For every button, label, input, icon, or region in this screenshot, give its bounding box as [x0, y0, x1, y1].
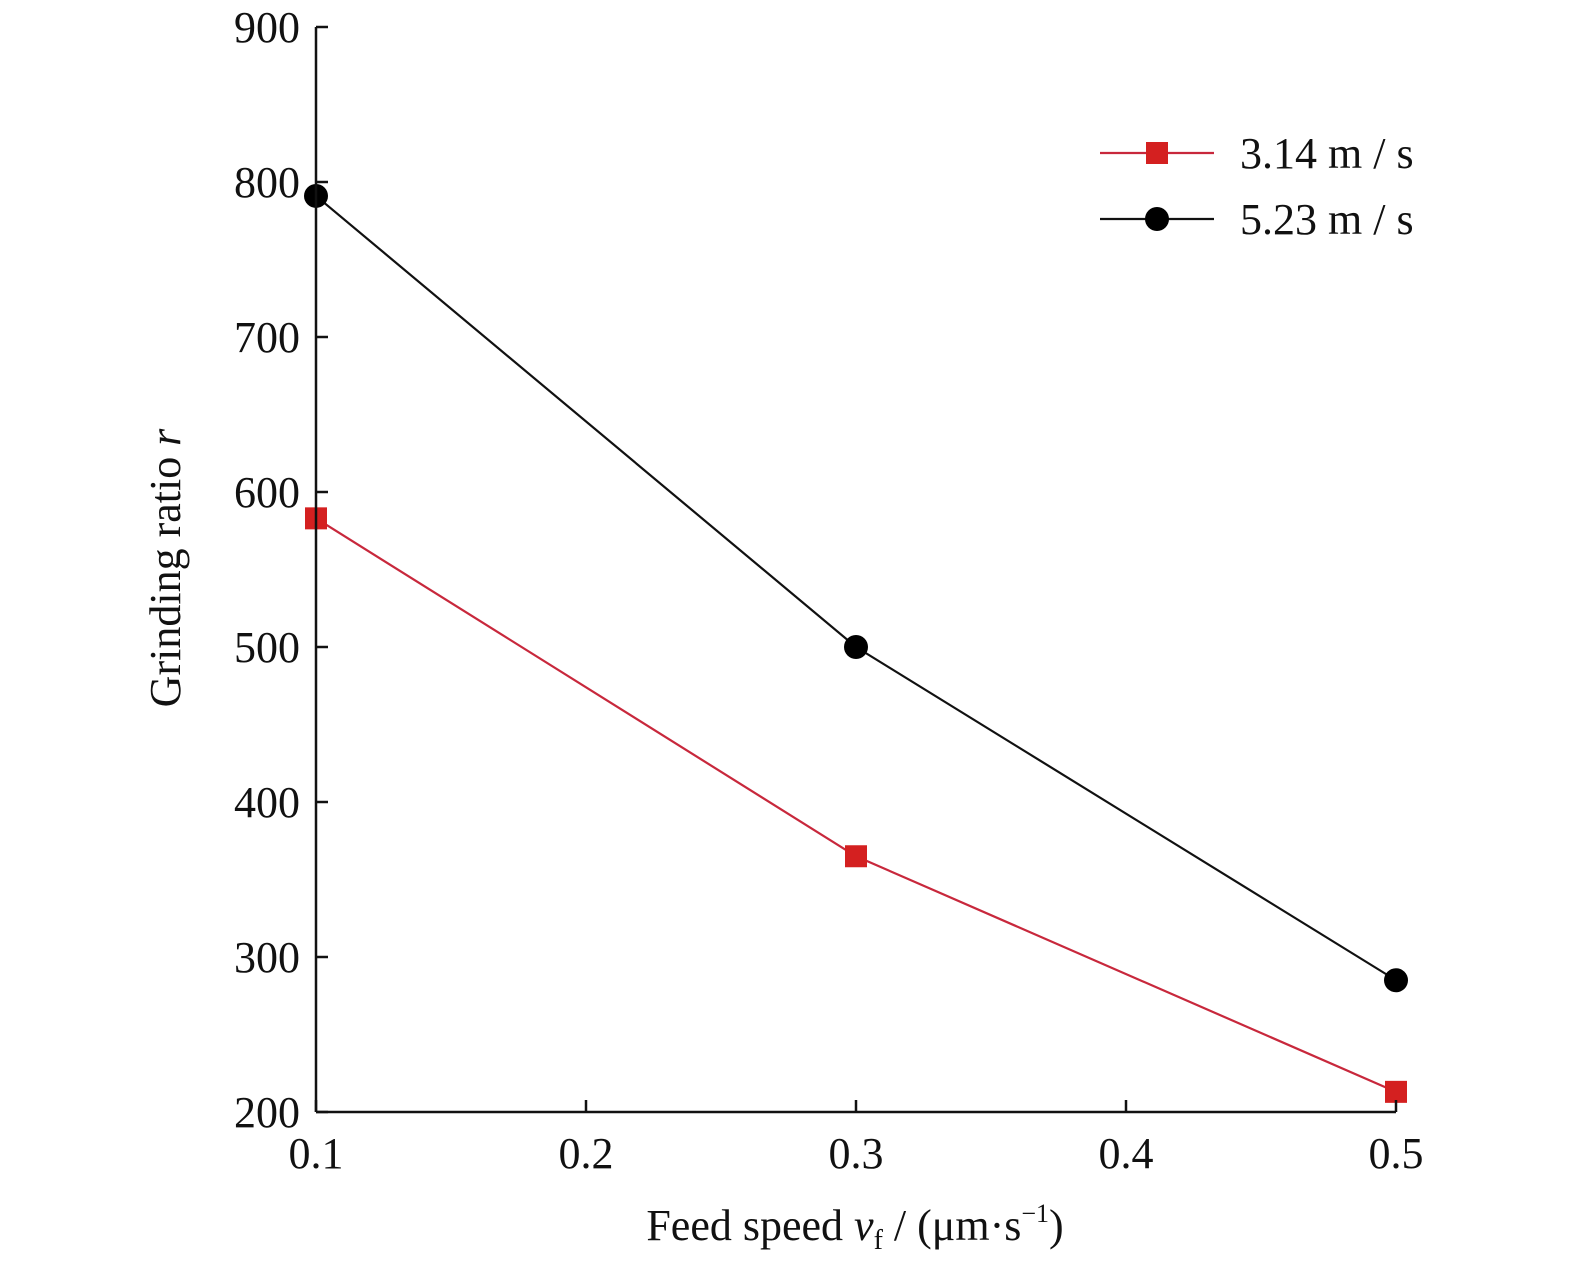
- data-point: [1385, 1080, 1407, 1103]
- y-ticks: 200 300 400 500 600 700 800 900: [234, 3, 328, 1137]
- legend-label: 3.14 m / s: [1240, 129, 1414, 178]
- x-tick-label: 0.2: [559, 1129, 614, 1178]
- y-tick-label: 700: [234, 313, 300, 362]
- y-axis-title-variable: r: [141, 428, 190, 446]
- x-tick-label: 0.4: [1099, 1129, 1154, 1178]
- x-axis-title: Feed speed vf / (μm·s−1): [646, 1199, 1063, 1256]
- x-axis-title-superscript: −1: [1021, 1199, 1049, 1228]
- y-tick-label: 600: [234, 468, 300, 517]
- y-tick-label: 900: [234, 3, 300, 52]
- legend-item: 5.23 m / s: [1100, 195, 1414, 244]
- series-line: [315, 517, 1397, 1093]
- y-tick-label: 500: [234, 623, 300, 672]
- x-tick-label: 0.1: [289, 1129, 344, 1178]
- data-point: [1384, 968, 1408, 993]
- x-axis-title-variable: v: [854, 1201, 874, 1250]
- y-tick-label: 800: [234, 158, 300, 207]
- x-axis-title-subscript: f: [874, 1225, 884, 1256]
- x-axis-title-suffix: ): [1049, 1201, 1064, 1250]
- x-ticks: 0.1 0.2 0.3 0.4 0.5: [289, 1100, 1424, 1178]
- data-point: [844, 635, 868, 659]
- y-axis-title-prefix: Grinding ratio: [141, 446, 190, 708]
- legend-marker: [1146, 142, 1168, 164]
- legend-label: 5.23 m / s: [1240, 195, 1414, 244]
- x-tick-label: 0.5: [1369, 1129, 1424, 1178]
- y-axis-title: Grinding ratio r: [141, 428, 190, 708]
- y-tick-label: 400: [234, 778, 300, 827]
- legend-marker: [1145, 207, 1169, 231]
- y-tick-label: 300: [234, 933, 300, 982]
- legend: 3.14 m / s 5.23 m / s: [1100, 129, 1414, 244]
- y-tick-label: 200: [234, 1088, 300, 1137]
- data-point: [845, 845, 867, 868]
- series-2: [304, 183, 1408, 993]
- x-axis-title-unit: / (μm·s: [883, 1201, 1021, 1250]
- x-axis-title-prefix: Feed speed: [646, 1201, 854, 1250]
- series-layer: [304, 183, 1408, 1103]
- legend-item: 3.14 m / s: [1100, 129, 1414, 178]
- series-1: [305, 507, 1407, 1103]
- x-tick-label: 0.3: [829, 1129, 884, 1178]
